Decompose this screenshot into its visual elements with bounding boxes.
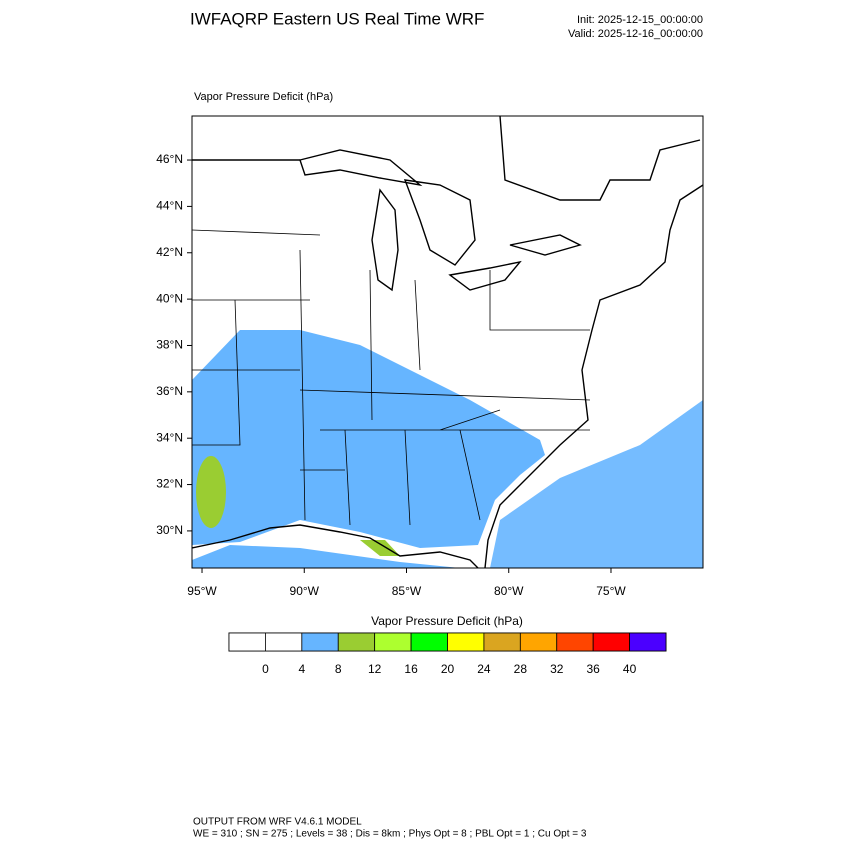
y-tick-label: 38°N [156,338,183,352]
y-tick-label: 30°N [156,523,183,537]
colorbar-box [592,632,630,652]
map-frame [191,115,704,569]
y-tick-label: 44°N [156,199,183,213]
x-tick-label: 85°W [392,584,422,598]
colorbar-label: 0 [262,662,269,676]
vpd-patch [360,540,400,556]
colorbar-label: 4 [298,662,305,676]
colorbar-box [337,632,376,652]
vpd-area [192,330,545,548]
colorbar-box [483,632,521,652]
colorbar-label: 8 [335,662,342,676]
colorbar-label: 36 [586,662,600,676]
y-tick-label: 32°N [156,477,183,491]
map-layer [192,116,703,568]
colorbar-box [556,632,594,652]
colorbar-box [629,632,667,652]
colorbar-label: 32 [550,662,564,676]
colorbar-box [519,632,558,652]
colorbar-box [265,632,303,652]
y-tick-label: 36°N [156,384,183,398]
y-tick-label: 40°N [156,291,183,305]
colorbar-label: 20 [441,662,455,676]
vpd-ocean-area [490,400,703,568]
vpd-patch [196,456,226,528]
colorbar-label: 28 [514,662,528,676]
coastlines [192,116,703,568]
x-tick-label: 75°W [596,584,626,598]
colorbar-box [228,632,266,652]
title: IWFAQRP Eastern US Real Time WRF [190,9,484,28]
vpd-gulf-area [192,545,460,568]
state-borders [192,229,591,526]
colorbar-label: 12 [368,662,382,676]
colorbar-box [447,632,485,652]
x-tick-label: 80°W [494,584,524,598]
y-tick-label: 34°N [156,430,183,444]
colorbar-label: 24 [477,662,491,676]
valid-time: Valid: 2025-12-16_00:00:00 [568,28,703,40]
x-tick-label: 95°W [187,584,217,598]
y-tick-label: 42°N [156,245,183,259]
footer-line: OUTPUT FROM WRF V4.6.1 MODEL [193,817,362,828]
colorbar-box [410,632,448,652]
colorbar-label: 40 [623,662,637,676]
y-tick-label: 46°N [156,152,183,166]
x-tick-label: 90°W [290,584,320,598]
init-time: Init: 2025-12-15_00:00:00 [577,14,703,26]
colorbar-box [374,632,412,652]
footer-line: WE = 310 ; SN = 275 ; Levels = 38 ; Dis … [193,829,587,840]
colorbar-box [301,632,339,652]
colorbar-label: 16 [404,662,418,676]
map-subtitle: Vapor Pressure Deficit (hPa) [194,91,333,103]
colorbar-title: Vapor Pressure Deficit (hPa) [371,614,523,628]
